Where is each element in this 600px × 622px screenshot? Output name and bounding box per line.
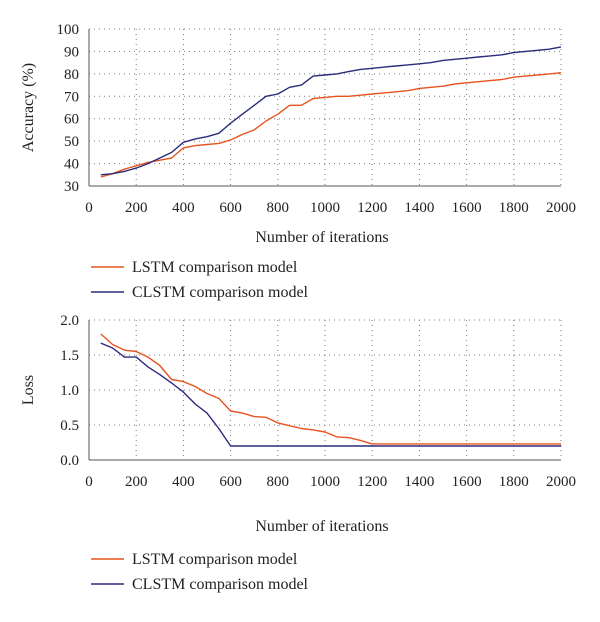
legend-label-clstm: CLSTM comparison model	[132, 576, 309, 593]
x-tick-label: 1600	[452, 474, 482, 490]
x-tick-label: 600	[219, 474, 242, 490]
y-tick-label: 2.0	[60, 313, 79, 329]
x-tick-label: 400	[172, 200, 195, 216]
x-tick-label: 800	[267, 474, 290, 490]
y-axis-label: Accuracy (%)	[20, 63, 37, 152]
x-tick-label: 800	[267, 200, 290, 216]
y-tick-label: 70	[64, 89, 79, 105]
y-tick-label: 40	[64, 157, 79, 173]
y-tick-label: 30	[64, 179, 79, 195]
y-tick-label: 1.5	[60, 348, 79, 364]
x-tick-label: 200	[125, 474, 148, 490]
legend-label-lstm: LSTM comparison model	[132, 551, 298, 568]
x-tick-label: 0	[85, 200, 93, 216]
x-axis-label: Number of iterations	[255, 518, 388, 535]
series-line-clstm	[100, 342, 561, 447]
x-tick-label: 1800	[499, 474, 529, 490]
accuracy-chart: 0 200 400 600 800 1000 1200 1400 1600 1800 2000 30 4…	[20, 22, 576, 301]
loss-chart: 0 200 400 600 800 1000 1200 1400 1600 1800 2000 0.0…	[20, 313, 576, 593]
x-tick-label: 0	[85, 474, 93, 490]
y-tick-label: 0.5	[60, 418, 79, 434]
x-tick-label: 1400	[404, 474, 434, 490]
series-line-lstm	[100, 333, 561, 445]
x-tick-label: 1200	[357, 474, 387, 490]
y-tick-label: 90	[64, 44, 79, 60]
x-tick-label: 1000	[310, 200, 340, 216]
y-tick-label: 50	[64, 134, 79, 150]
x-tick-label: 1600	[452, 200, 482, 216]
legend: LSTM comparison model CLSTM comparison mo…	[91, 551, 309, 593]
x-tick-label: 600	[219, 200, 242, 216]
series-line-clstm	[100, 46, 562, 176]
x-tick-label: 200	[125, 200, 148, 216]
x-tick-label: 2000	[546, 474, 576, 490]
y-tick-label: 1.0	[60, 383, 79, 399]
legend-label-lstm: LSTM comparison model	[132, 259, 298, 276]
y-tick-label: 60	[64, 112, 79, 128]
x-tick-label: 1000	[310, 474, 340, 490]
y-axis-label: Loss	[20, 375, 37, 405]
x-axis-label: Number of iterations	[255, 229, 388, 246]
grid	[89, 319, 562, 460]
x-tick-label: 1800	[499, 200, 529, 216]
x-tick-label: 1400	[404, 200, 434, 216]
x-tick-label: 400	[172, 474, 195, 490]
y-tick-label: 0.0	[60, 453, 79, 469]
legend-label-clstm: CLSTM comparison model	[132, 284, 309, 301]
grid	[89, 28, 562, 186]
x-tick-label: 2000	[546, 200, 576, 216]
legend: LSTM comparison model CLSTM comparison mo…	[91, 259, 309, 301]
y-tick-label: 80	[64, 67, 79, 83]
series-line-lstm	[100, 72, 562, 178]
y-tick-label: 100	[57, 22, 80, 38]
x-tick-label: 1200	[357, 200, 387, 216]
